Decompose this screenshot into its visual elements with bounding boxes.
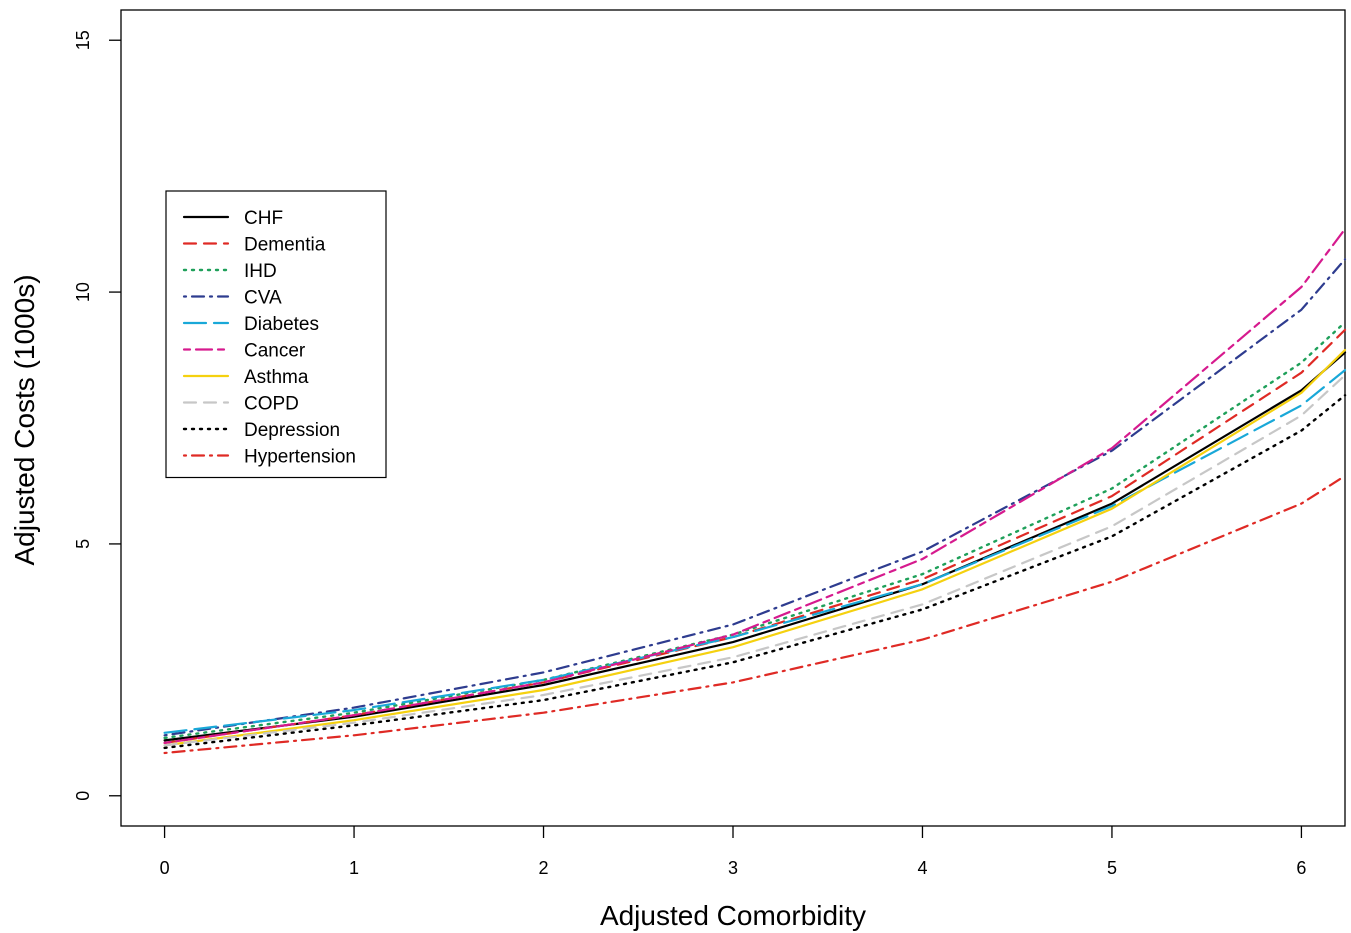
series-line-ihd	[163, 321, 1347, 740]
y-axis: 0 5 10 15	[73, 30, 121, 801]
legend-label-cva: CVA	[244, 288, 282, 309]
legend: CHF Dementia IHD CVA Diabetes Cancer Asthma COP…	[165, 190, 387, 479]
y-tick-label: 5	[73, 539, 93, 549]
x-axis: 0 1 2 3 4 5 6	[160, 826, 1306, 878]
x-axis-title: Adjusted Comorbidity	[600, 900, 866, 931]
series-line-copd	[163, 374, 1347, 747]
y-tick-label: 0	[73, 791, 93, 801]
series-line-cva	[163, 258, 1347, 737]
x-tick-label: 3	[728, 858, 738, 878]
series-line-chf	[163, 351, 1347, 742]
x-tick-label: 6	[1296, 858, 1306, 878]
legend-label-hypertension: Hypertension	[244, 447, 356, 468]
x-tick-label: 5	[1107, 858, 1117, 878]
x-tick-label: 0	[160, 858, 170, 878]
series-layer	[163, 228, 1347, 755]
legend-label-copd: COPD	[244, 394, 299, 415]
legend-label-chf: CHF	[244, 208, 283, 229]
legend-label-ihd: IHD	[244, 261, 277, 282]
legend-label-cancer: Cancer	[244, 341, 306, 362]
legend-label-dementia: Dementia	[244, 235, 326, 256]
x-tick-label: 2	[539, 858, 549, 878]
y-tick-label: 15	[73, 30, 93, 50]
y-tick-label: 10	[73, 282, 93, 302]
legend-label-diabetes: Diabetes	[244, 314, 319, 335]
series-line-hypertension	[163, 474, 1347, 755]
y-axis-title: Adjusted Costs (1000s)	[9, 274, 40, 565]
legend-label-asthma: Asthma	[244, 367, 309, 388]
x-tick-label: 4	[917, 858, 927, 878]
series-line-depression	[163, 394, 1347, 750]
x-tick-label: 1	[349, 858, 359, 878]
series-line-diabetes	[163, 369, 1347, 734]
legend-label-depression: Depression	[244, 420, 340, 441]
series-line-asthma	[163, 348, 1347, 747]
series-line-cancer	[163, 228, 1347, 745]
